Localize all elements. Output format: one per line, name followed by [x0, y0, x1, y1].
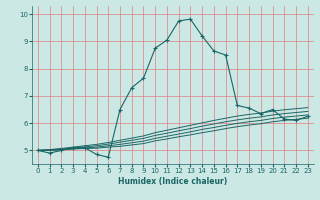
X-axis label: Humidex (Indice chaleur): Humidex (Indice chaleur)	[118, 177, 228, 186]
